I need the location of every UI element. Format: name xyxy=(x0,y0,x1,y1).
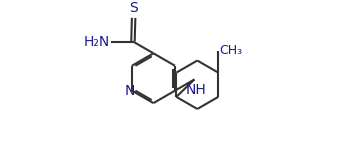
Text: S: S xyxy=(129,1,138,15)
Text: N: N xyxy=(125,84,135,98)
Text: H₂N: H₂N xyxy=(84,35,110,49)
Text: NH: NH xyxy=(185,83,206,97)
Text: CH₃: CH₃ xyxy=(220,44,243,57)
